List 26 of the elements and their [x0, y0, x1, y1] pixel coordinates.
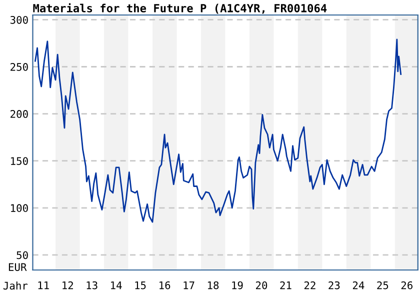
- x-tick-label: 22: [304, 281, 316, 290]
- line-series: [34, 38, 402, 223]
- y-tick-label: 250: [10, 63, 28, 71]
- x-tick-label: 24: [352, 281, 364, 290]
- y-tick-label: 200: [10, 110, 28, 118]
- y-tick-label: 100: [11, 204, 28, 212]
- y-tick-label: 300: [10, 16, 28, 24]
- x-tick-label: 21: [280, 281, 292, 290]
- x-tick-label: 25: [377, 281, 388, 290]
- x-tick-label: 20: [256, 281, 268, 290]
- x-tick-label: 14: [111, 281, 122, 290]
- x-axis-title: Jahr: [3, 282, 28, 290]
- y-axis-title: EUR: [8, 263, 27, 271]
- x-tick-label: 17: [184, 281, 194, 290]
- x-tick-label: 16: [160, 281, 170, 290]
- chart-title: Materials for the Future P (A1C4YR, FR001064: [33, 3, 327, 14]
- x-tick-label: 13: [86, 281, 98, 290]
- x-tick-label: 26: [401, 281, 412, 290]
- x-tick-label: 18: [208, 281, 219, 290]
- y-tick-label: 50: [16, 251, 28, 260]
- x-tick-label: 12: [62, 281, 73, 290]
- y-tick-label: 150: [11, 157, 28, 165]
- x-tick-label: 15: [135, 281, 146, 290]
- x-tick-label: 19: [232, 281, 243, 290]
- x-tick-label: 23: [328, 281, 340, 290]
- x-tick-label: 11: [38, 281, 49, 290]
